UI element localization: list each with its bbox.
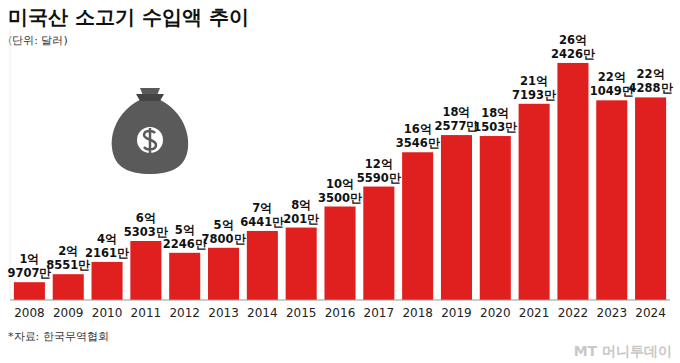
x-tick-label: 2010 bbox=[92, 306, 123, 320]
x-tick-label: 2022 bbox=[558, 306, 589, 320]
x-tick: 2018 bbox=[402, 300, 433, 320]
bar bbox=[286, 228, 317, 300]
x-tick: 2022 bbox=[558, 300, 589, 320]
data-label: 7억6441만 bbox=[240, 201, 284, 229]
x-tick-label: 2020 bbox=[480, 306, 511, 320]
bar bbox=[557, 63, 588, 300]
chart: 미국산 소고기 수입액 추이(단위: 달러)200820092010201120… bbox=[0, 0, 680, 363]
bar bbox=[519, 104, 550, 300]
bar bbox=[480, 136, 511, 300]
bar bbox=[208, 248, 239, 300]
x-tick-label: 2024 bbox=[635, 306, 666, 320]
y-axis-line bbox=[10, 29, 11, 300]
x-tick-label: 2016 bbox=[325, 306, 356, 320]
bar bbox=[596, 100, 627, 300]
x-tick: 2024 bbox=[635, 300, 666, 320]
data-label: 4억2161만 bbox=[85, 232, 129, 260]
x-tick-label: 2013 bbox=[208, 306, 239, 320]
money-bag-badge bbox=[137, 127, 163, 153]
data-label: 18억2577만 bbox=[434, 105, 478, 133]
x-tick: 2014 bbox=[247, 300, 278, 320]
money-bag-tie bbox=[136, 94, 164, 101]
x-axis-line bbox=[10, 300, 670, 301]
x-tick-label: 2012 bbox=[169, 306, 200, 320]
x-tick: 2020 bbox=[480, 300, 511, 320]
bar bbox=[402, 152, 433, 300]
x-tick-label: 2015 bbox=[286, 306, 317, 320]
title: 미국산 소고기 수입액 추이 bbox=[8, 5, 249, 29]
data-label: 18억1503만 bbox=[473, 106, 517, 134]
bar bbox=[441, 135, 472, 300]
credit: MT 머니투데이 bbox=[574, 343, 672, 359]
x-tick: 2009 bbox=[53, 300, 84, 320]
data-label: 5억7800만 bbox=[202, 218, 246, 246]
data-label: 1억9707만 bbox=[7, 252, 51, 280]
x-tick-label: 2019 bbox=[441, 306, 472, 320]
data-label: 16억3546만 bbox=[396, 122, 440, 150]
x-tick: 2010 bbox=[92, 300, 123, 320]
x-tick: 2017 bbox=[364, 300, 395, 320]
data-label: 12억5590만 bbox=[357, 157, 401, 185]
x-tick: 2021 bbox=[519, 300, 550, 320]
bar bbox=[130, 241, 161, 300]
bar bbox=[247, 231, 278, 300]
x-tick-label: 2018 bbox=[402, 306, 433, 320]
bar bbox=[635, 97, 666, 300]
data-label: 22억1049만 bbox=[590, 70, 634, 98]
x-tick-label: 2023 bbox=[596, 306, 627, 320]
x-tick: 2019 bbox=[441, 300, 472, 320]
money-bag bbox=[112, 88, 188, 174]
data-label: 5억2246만 bbox=[163, 223, 207, 251]
bar bbox=[169, 253, 200, 300]
bar bbox=[363, 187, 394, 300]
data-label: 2억8551만 bbox=[46, 244, 90, 272]
x-tick: 2012 bbox=[169, 300, 200, 320]
data-label: 26억2426만 bbox=[551, 33, 595, 61]
x-tick-label: 2021 bbox=[519, 306, 550, 320]
subtitle: (단위: 달러) bbox=[8, 34, 68, 47]
bar bbox=[324, 207, 355, 300]
data-label: 10억3500만 bbox=[318, 177, 362, 205]
x-tick: 2008 bbox=[14, 300, 45, 320]
data-label: 6억5303만 bbox=[124, 211, 168, 239]
data-label: 8억201만 bbox=[283, 198, 319, 226]
x-tick-label: 2008 bbox=[14, 306, 45, 320]
x-tick: 2023 bbox=[596, 300, 627, 320]
money-bag-icon bbox=[112, 88, 188, 174]
x-tick-label: 2017 bbox=[364, 306, 395, 320]
x-tick-label: 2011 bbox=[131, 306, 162, 320]
source: *자료: 한국무역협회 bbox=[8, 330, 109, 343]
data-labels: 1억9707만2억8551만4억2161만6억5303만5억2246만5억780… bbox=[7, 33, 672, 280]
x-tick: 2015 bbox=[286, 300, 317, 320]
data-label: 21억7193만 bbox=[512, 74, 556, 102]
money-bag-symbol bbox=[144, 128, 156, 153]
bar bbox=[92, 262, 123, 300]
x-tick: 2013 bbox=[208, 300, 239, 320]
x-tick-label: 2014 bbox=[247, 306, 278, 320]
bar bbox=[14, 282, 45, 300]
bars bbox=[14, 63, 666, 300]
x-tick: 2016 bbox=[325, 300, 356, 320]
x-tick-label: 2009 bbox=[53, 306, 84, 320]
bar bbox=[53, 274, 84, 300]
x-axis: 2008 2009 2010 2011 2012 2013 2014 2015 2016 2017… bbox=[10, 300, 670, 320]
x-tick: 2011 bbox=[131, 300, 162, 320]
data-label: 22억4288만 bbox=[629, 67, 673, 95]
